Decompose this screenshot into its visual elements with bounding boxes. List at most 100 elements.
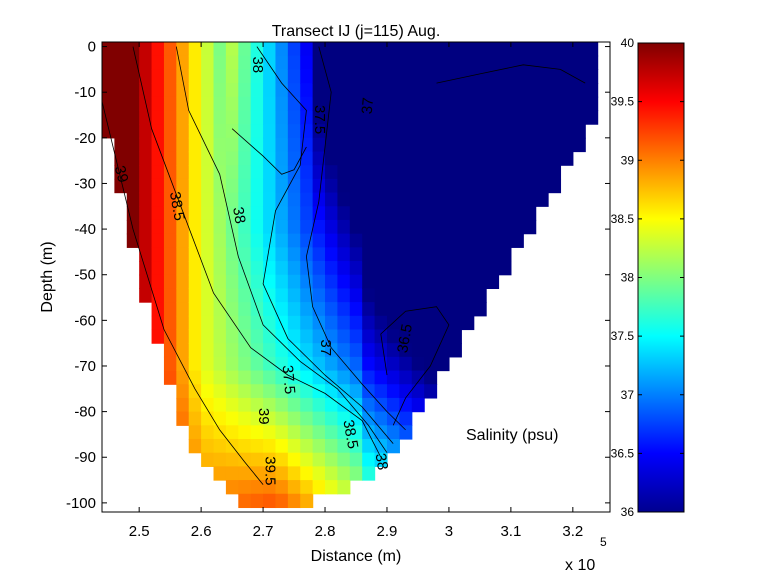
heat-cell [275,247,289,262]
heat-cell [399,274,413,290]
heat-cell [300,274,314,290]
heat-cell [300,83,314,98]
heat-cell [325,233,339,248]
heat-cell [386,124,400,139]
heat-cell [275,55,289,70]
heat-cell [386,55,400,70]
colorbar-tick-label: 36.5 [611,446,635,460]
heat-cell [300,356,314,372]
heat-cell [312,452,326,467]
heat-cell [139,288,153,303]
heat-cell [362,206,376,221]
heat-cell [213,384,227,399]
heat-cell [411,370,425,385]
heat-cell [424,384,438,399]
heat-cell [461,96,475,112]
y-tick-label: -70 [74,358,96,375]
heat-cell [486,247,500,262]
x-axis-label: Distance (m) [311,548,402,565]
salinity-annotation: Salinity (psu) [466,427,558,444]
heat-cell [250,83,264,98]
heat-cell [312,69,326,84]
heat-cell [411,83,425,98]
heat-cell [486,192,500,207]
heat-cell [349,165,363,180]
heat-cell [325,124,339,139]
x-tick-label: 3 [445,523,453,540]
heat-cell [312,329,326,344]
heat-cell [337,219,351,235]
heat-cell [300,137,314,153]
heat-cell [374,206,388,221]
heat-cell [287,165,301,180]
heat-cell [225,425,239,440]
heat-cell [548,137,562,153]
heat-cell [411,384,425,399]
heat-cell [362,329,376,344]
heat-cell [176,356,190,372]
heat-cell [411,151,425,166]
heat-cell [163,274,177,290]
heat-cell [275,69,289,84]
heat-cell [238,178,252,194]
heat-cell [238,302,252,317]
heat-cell [300,370,314,385]
heat-cell [312,55,326,70]
heat-cell [300,219,314,235]
heat-cell [163,96,177,112]
heat-cell [176,151,190,166]
heat-cell [374,274,388,290]
heat-cell [213,356,227,372]
heat-cell [287,192,301,207]
heat-cell [225,233,239,248]
heat-cell [386,192,400,207]
heat-cell [523,151,537,166]
heat-cell [188,343,202,358]
heat-cell [510,178,524,194]
heat-cell [238,356,252,372]
heat-cell [225,452,239,467]
heat-cell [287,480,301,495]
heat-cell [114,83,128,98]
heat-cell [287,397,301,413]
heat-cell [572,110,586,125]
heat-cell [386,288,400,303]
heat-cell [325,206,339,221]
heat-cell [139,165,153,180]
heat-cell [176,370,190,385]
heat-cell [275,178,289,194]
heat-cell [263,206,277,221]
heat-cell [139,151,153,166]
heat-cell [374,151,388,166]
heat-cell [486,178,500,194]
heat-cell [176,329,190,344]
heat-cell [436,151,450,166]
heat-cell [287,261,301,276]
heat-cell [287,288,301,303]
heat-cell [386,151,400,166]
heat-cell [535,69,549,84]
heat-cell [250,219,264,235]
heat-cell [473,151,487,166]
heat-cell [411,42,425,57]
heat-cell [362,288,376,303]
heat-cell [300,192,314,207]
heat-cell [498,55,512,70]
heat-cell [473,274,487,290]
heat-cell [461,274,475,290]
heat-cell [114,96,128,112]
heat-cell [411,356,425,372]
heat-cell [399,219,413,235]
heat-cell [349,192,363,207]
heat-cell [263,384,277,399]
heat-cell [436,165,450,180]
heat-cell [238,110,252,125]
heat-cell [461,302,475,317]
heat-cell [386,302,400,317]
heat-cell [213,151,227,166]
contour-label: 38 [372,452,392,471]
heat-cell [424,96,438,112]
heat-cell [362,425,376,440]
heat-cell [201,165,215,180]
heat-cell [424,124,438,139]
